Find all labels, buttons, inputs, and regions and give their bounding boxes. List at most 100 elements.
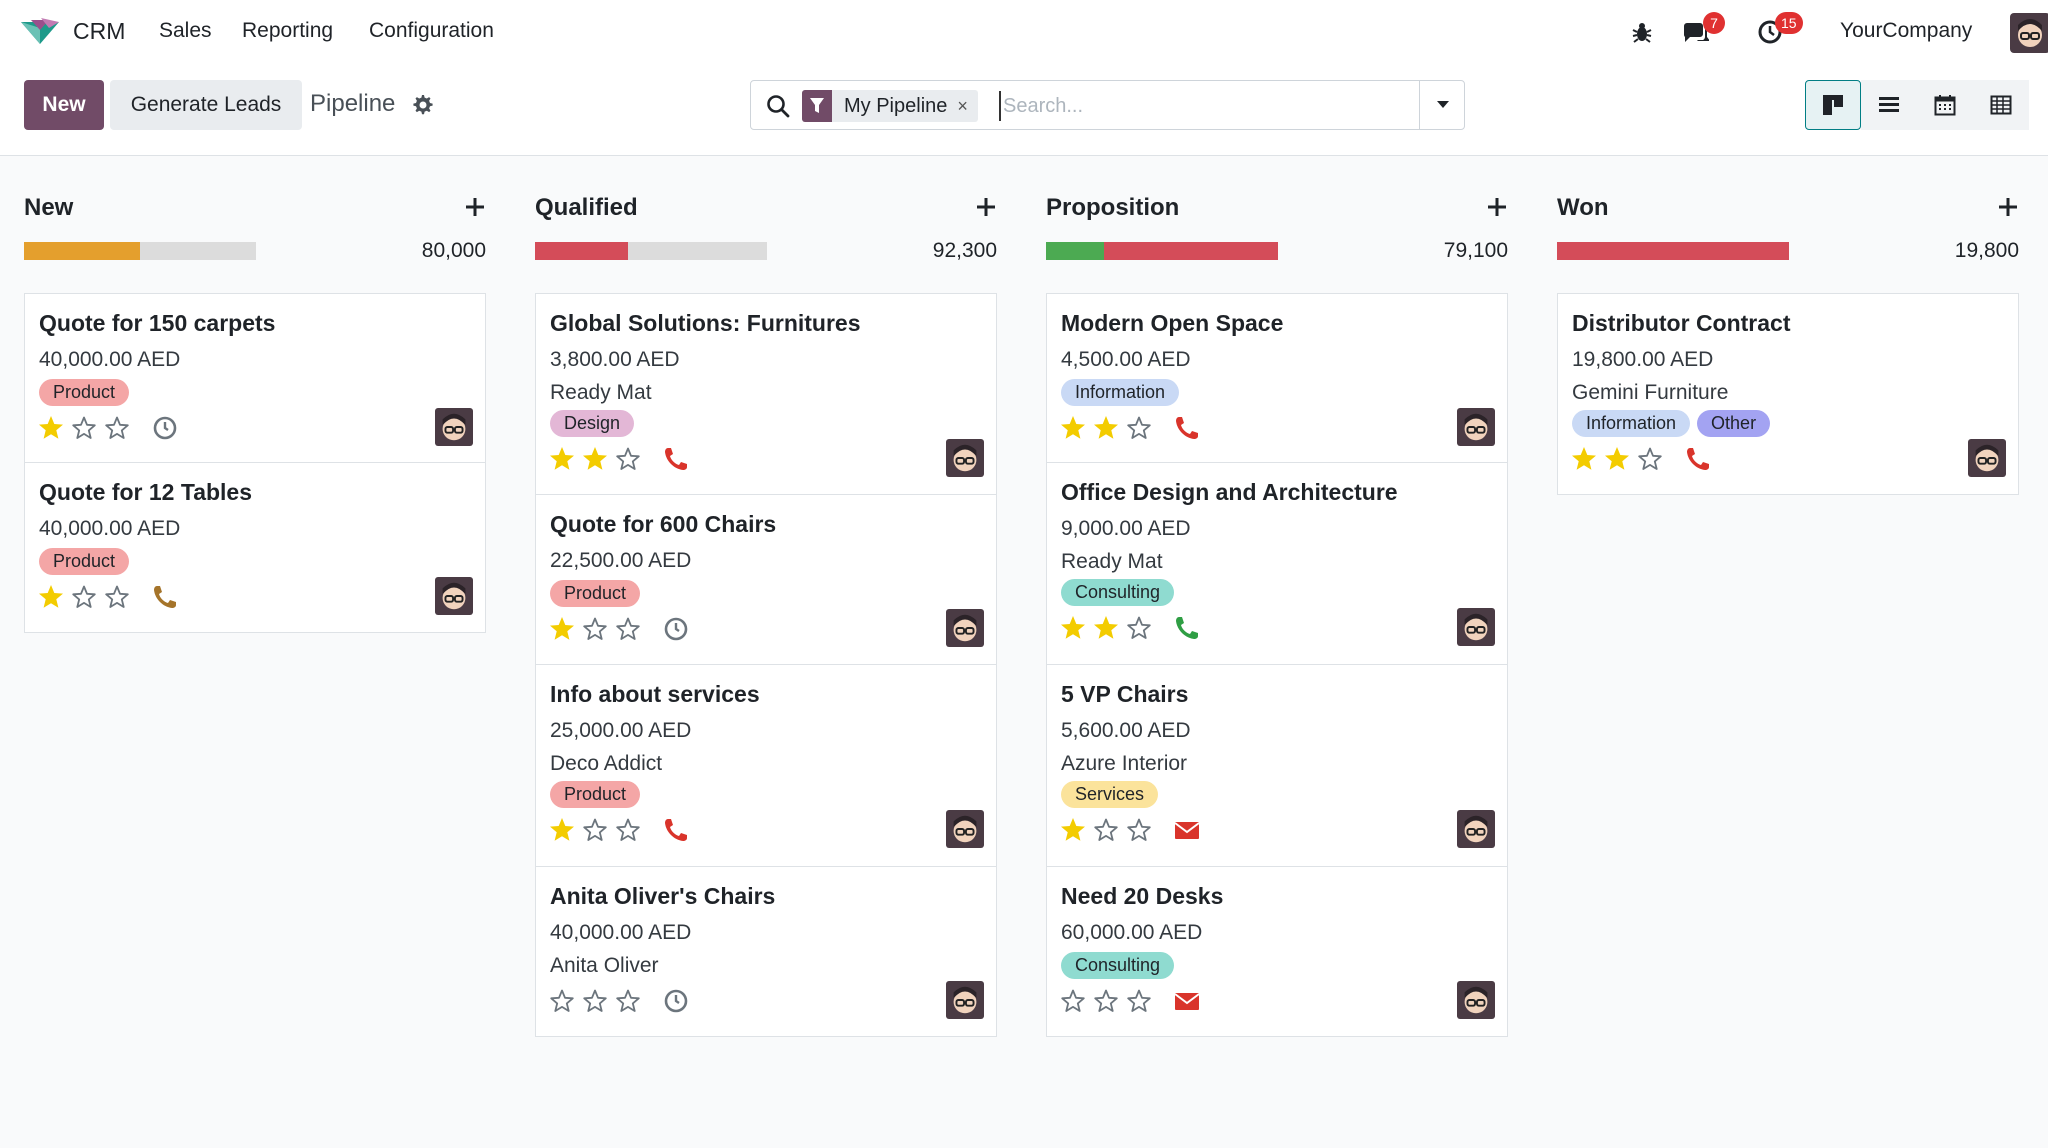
star-empty-icon[interactable] (103, 414, 131, 442)
star-empty-icon[interactable] (614, 445, 642, 473)
generate-leads-button[interactable]: Generate Leads (110, 80, 302, 130)
kanban-card[interactable]: Distributor Contract 19,800.00 AED Gemini … (1557, 293, 2019, 495)
progress-segment[interactable] (1046, 242, 1104, 260)
progress-segment[interactable] (24, 242, 140, 260)
column-add-icon[interactable] (464, 196, 486, 218)
star-empty-icon[interactable] (1125, 987, 1153, 1015)
clock-icon[interactable] (151, 414, 179, 442)
phone-icon[interactable] (662, 816, 690, 844)
search-icon[interactable] (765, 93, 791, 119)
salesperson-avatar[interactable] (946, 810, 984, 848)
menu-reporting[interactable]: Reporting (242, 19, 334, 42)
column-progress-bar[interactable] (535, 242, 767, 260)
kanban-card[interactable]: Anita Oliver's Chairs 40,000.00 AED Anita … (535, 867, 997, 1037)
star-filled-icon[interactable] (1059, 816, 1087, 844)
star-filled-icon[interactable] (1059, 414, 1087, 442)
star-filled-icon[interactable] (1092, 414, 1120, 442)
column-add-icon[interactable] (1997, 196, 2019, 218)
star-empty-icon[interactable] (1125, 816, 1153, 844)
kanban-card[interactable]: Quote for 150 carpets 40,000.00 AED Produc… (24, 293, 486, 463)
search-options-toggle[interactable] (1419, 81, 1465, 129)
kanban-card[interactable]: Need 20 Desks 60,000.00 AED Consulting (1046, 867, 1508, 1037)
phone-icon[interactable] (1173, 414, 1201, 442)
kanban-view-button[interactable] (1805, 80, 1861, 130)
column-title[interactable]: Qualified (535, 194, 638, 221)
star-filled-icon[interactable] (1570, 445, 1598, 473)
star-empty-icon[interactable] (614, 987, 642, 1015)
column-title[interactable]: Proposition (1046, 194, 1180, 221)
salesperson-avatar[interactable] (1457, 608, 1495, 646)
progress-segment[interactable] (1104, 242, 1278, 260)
menu-configuration[interactable]: Configuration (369, 19, 494, 42)
gear-icon[interactable] (410, 93, 434, 117)
progress-segment[interactable] (1557, 242, 1789, 260)
kanban-card[interactable]: Quote for 600 Chairs 22,500.00 AED Product (535, 495, 997, 665)
kanban-card[interactable]: Global Solutions: Furnitures 3,800.00 AED… (535, 293, 997, 495)
kanban-card[interactable]: Quote for 12 Tables 40,000.00 AED Product (24, 463, 486, 633)
star-filled-icon[interactable] (1603, 445, 1631, 473)
salesperson-avatar[interactable] (1457, 408, 1495, 446)
user-avatar[interactable] (2010, 13, 2048, 53)
new-button[interactable]: New (24, 80, 104, 130)
star-empty-icon[interactable] (581, 816, 609, 844)
column-progress-bar[interactable] (1557, 242, 1789, 260)
salesperson-avatar[interactable] (1968, 439, 2006, 477)
star-filled-icon[interactable] (1092, 614, 1120, 642)
star-empty-icon[interactable] (548, 987, 576, 1015)
column-add-icon[interactable] (975, 196, 997, 218)
star-empty-icon[interactable] (1125, 414, 1153, 442)
phone-icon[interactable] (662, 445, 690, 473)
clock-icon[interactable] (662, 987, 690, 1015)
star-empty-icon[interactable] (1636, 445, 1664, 473)
facet-remove-icon[interactable]: × (957, 95, 968, 116)
star-filled-icon[interactable] (548, 445, 576, 473)
list-view-button[interactable] (1861, 80, 1917, 130)
phone-icon[interactable] (1684, 445, 1712, 473)
phone-icon[interactable] (1173, 614, 1201, 642)
star-empty-icon[interactable] (614, 816, 642, 844)
column-add-icon[interactable] (1486, 196, 1508, 218)
phone-icon[interactable] (151, 583, 179, 611)
search-input[interactable] (999, 91, 1409, 121)
salesperson-avatar[interactable] (1457, 981, 1495, 1019)
app-name[interactable]: CRM (73, 18, 126, 44)
salesperson-avatar[interactable] (1457, 810, 1495, 848)
star-empty-icon[interactable] (1092, 987, 1120, 1015)
star-filled-icon[interactable] (37, 583, 65, 611)
calendar-view-button[interactable] (1917, 80, 1973, 130)
star-empty-icon[interactable] (614, 615, 642, 643)
company-switcher[interactable]: YourCompany (1840, 19, 1973, 42)
star-filled-icon[interactable] (1059, 614, 1087, 642)
star-empty-icon[interactable] (1059, 987, 1087, 1015)
star-filled-icon[interactable] (37, 414, 65, 442)
crm-logo-icon[interactable] (19, 16, 61, 46)
star-empty-icon[interactable] (70, 583, 98, 611)
clock-icon[interactable] (662, 615, 690, 643)
star-empty-icon[interactable] (103, 583, 131, 611)
salesperson-avatar[interactable] (435, 577, 473, 615)
progress-segment[interactable] (535, 242, 628, 260)
column-progress-bar[interactable] (1046, 242, 1278, 260)
salesperson-avatar[interactable] (435, 408, 473, 446)
salesperson-avatar[interactable] (946, 439, 984, 477)
salesperson-avatar[interactable] (946, 981, 984, 1019)
star-filled-icon[interactable] (581, 445, 609, 473)
envelope-icon[interactable] (1173, 987, 1201, 1015)
column-title[interactable]: New (24, 194, 74, 221)
star-empty-icon[interactable] (70, 414, 98, 442)
star-empty-icon[interactable] (1092, 816, 1120, 844)
kanban-card[interactable]: 5 VP Chairs 5,600.00 AED Azure Interior Ser… (1046, 665, 1508, 867)
column-title[interactable]: Won (1557, 194, 1609, 221)
menu-sales[interactable]: Sales (159, 19, 212, 42)
debug-bug-icon[interactable] (1627, 17, 1657, 47)
star-empty-icon[interactable] (581, 615, 609, 643)
star-empty-icon[interactable] (1125, 614, 1153, 642)
kanban-card[interactable]: Info about services 25,000.00 AED Deco Add… (535, 665, 997, 867)
star-filled-icon[interactable] (548, 816, 576, 844)
kanban-card[interactable]: Modern Open Space 4,500.00 AED Information (1046, 293, 1508, 463)
column-progress-bar[interactable] (24, 242, 256, 260)
star-filled-icon[interactable] (548, 615, 576, 643)
envelope-icon[interactable] (1173, 816, 1201, 844)
kanban-card[interactable]: Office Design and Architecture 9,000.00 A… (1046, 463, 1508, 665)
pivot-view-button[interactable] (1973, 80, 2029, 130)
